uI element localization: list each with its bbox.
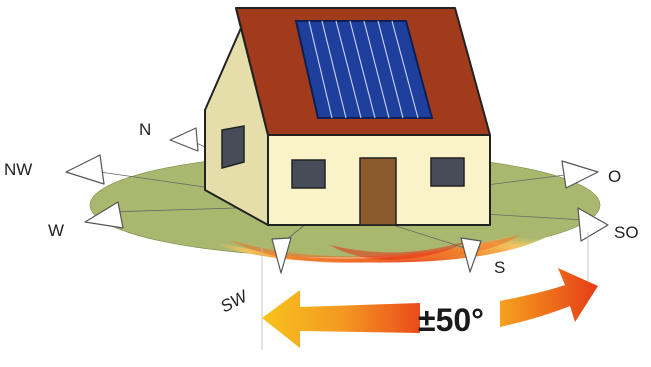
label-nw: NW xyxy=(4,160,32,179)
label-so: SO xyxy=(614,223,639,242)
arrowhead-sw xyxy=(271,237,292,274)
arrowhead-nw xyxy=(65,154,105,185)
house-window-right xyxy=(430,157,465,187)
direction-arrowheads xyxy=(65,127,609,274)
arrowhead-o xyxy=(561,160,599,189)
arrowhead-so xyxy=(577,207,609,242)
arrowhead-s xyxy=(460,237,482,273)
tilt-label: ±50° xyxy=(418,302,484,338)
label-o: O xyxy=(608,167,621,186)
house-window-left xyxy=(291,159,326,189)
arrowhead-w xyxy=(84,201,124,229)
house-side-window xyxy=(221,125,245,169)
solar-panel xyxy=(294,20,434,119)
house-door xyxy=(359,157,397,226)
tilt-range-arrow xyxy=(262,268,598,348)
label-n: N xyxy=(139,120,151,139)
house xyxy=(204,7,491,226)
label-s: S xyxy=(494,258,505,277)
label-sw: SW xyxy=(217,286,252,317)
arrowhead-n xyxy=(169,127,199,152)
label-w: W xyxy=(48,221,64,240)
